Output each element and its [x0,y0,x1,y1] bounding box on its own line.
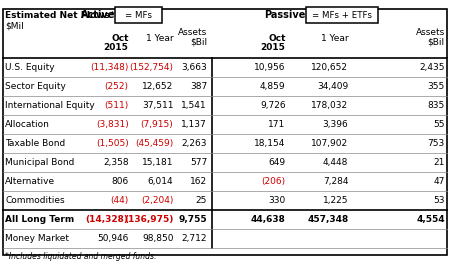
Text: 55: 55 [433,120,445,129]
Text: 2,712: 2,712 [181,234,207,243]
Text: 4,859: 4,859 [260,82,286,91]
Text: (511): (511) [104,101,129,110]
Text: Oct
2015: Oct 2015 [261,34,286,52]
Text: (7,915): (7,915) [141,120,173,129]
Text: 98,850: 98,850 [142,234,173,243]
Text: 753: 753 [428,139,445,148]
Text: 806: 806 [111,177,129,186]
Text: 2,263: 2,263 [181,139,207,148]
Text: 1,541: 1,541 [181,101,207,110]
Text: (206): (206) [261,177,286,186]
Text: (152,754): (152,754) [130,63,173,72]
Text: Oct
2015: Oct 2015 [104,34,129,52]
Text: Municipal Bond: Municipal Bond [5,158,75,167]
FancyBboxPatch shape [306,7,378,23]
Text: 1 Year: 1 Year [146,34,173,43]
Text: 3,396: 3,396 [323,120,348,129]
Text: 34,409: 34,409 [317,82,348,91]
Text: 12,652: 12,652 [142,82,173,91]
Text: 1 Year: 1 Year [321,34,348,43]
Text: 10,956: 10,956 [254,63,286,72]
Text: Estimated Net Flows*: Estimated Net Flows* [5,11,115,20]
Text: 457,348: 457,348 [307,215,348,224]
Text: (2,204): (2,204) [141,196,173,205]
Text: 1,225: 1,225 [323,196,348,205]
Text: U.S. Equity: U.S. Equity [5,63,55,72]
Text: 330: 330 [268,196,286,205]
Text: International Equity: International Equity [5,101,95,110]
Text: Active: Active [81,10,115,20]
Text: 2,435: 2,435 [419,63,445,72]
Text: 1,137: 1,137 [181,120,207,129]
Text: 107,902: 107,902 [311,139,348,148]
Text: 15,181: 15,181 [142,158,173,167]
Text: 835: 835 [428,101,445,110]
Text: (45,459): (45,459) [135,139,173,148]
Text: 53: 53 [433,196,445,205]
Text: = MFs: = MFs [125,11,152,20]
Text: Alternative: Alternative [5,177,55,186]
Text: 9,726: 9,726 [260,101,286,110]
Text: 162: 162 [190,177,207,186]
Text: 355: 355 [428,82,445,91]
Text: Commodities: Commodities [5,196,65,205]
Text: (14,328): (14,328) [86,215,129,224]
Text: 2,358: 2,358 [103,158,129,167]
Text: Money Market: Money Market [5,234,69,243]
Text: Assets
$Bil: Assets $Bil [178,28,207,47]
Text: (11,348): (11,348) [90,63,129,72]
Text: All Long Term: All Long Term [5,215,74,224]
Text: 6,014: 6,014 [148,177,173,186]
Text: (44): (44) [110,196,129,205]
Text: (136,975): (136,975) [124,215,173,224]
Text: (3,831): (3,831) [96,120,129,129]
Text: Taxable Bond: Taxable Bond [5,139,65,148]
Text: 37,511: 37,511 [142,101,173,110]
Text: 4,554: 4,554 [416,215,445,224]
Text: 178,032: 178,032 [311,101,348,110]
Text: 387: 387 [190,82,207,91]
Text: = MFs + ETFs: = MFs + ETFs [312,11,372,20]
Text: 649: 649 [269,158,286,167]
Text: (1,505): (1,505) [96,139,129,148]
FancyBboxPatch shape [115,7,162,23]
Text: 25: 25 [196,196,207,205]
Text: Allocation: Allocation [5,120,50,129]
Text: 47: 47 [433,177,445,186]
Text: 44,638: 44,638 [251,215,286,224]
Text: 3,663: 3,663 [181,63,207,72]
Text: 50,946: 50,946 [97,234,129,243]
Text: *Includes liquidated and merged funds.: *Includes liquidated and merged funds. [5,252,157,261]
Text: 18,154: 18,154 [254,139,286,148]
Text: Passive: Passive [265,10,306,20]
Text: Assets
$Bil: Assets $Bil [415,28,445,47]
Text: (252): (252) [104,82,129,91]
Text: 7,284: 7,284 [323,177,348,186]
Text: 171: 171 [268,120,286,129]
Text: 21: 21 [433,158,445,167]
Text: 4,448: 4,448 [323,158,348,167]
Text: 9,755: 9,755 [179,215,207,224]
Text: $Mil: $Mil [5,21,24,30]
Text: 120,652: 120,652 [311,63,348,72]
Text: Sector Equity: Sector Equity [5,82,66,91]
Text: 577: 577 [190,158,207,167]
